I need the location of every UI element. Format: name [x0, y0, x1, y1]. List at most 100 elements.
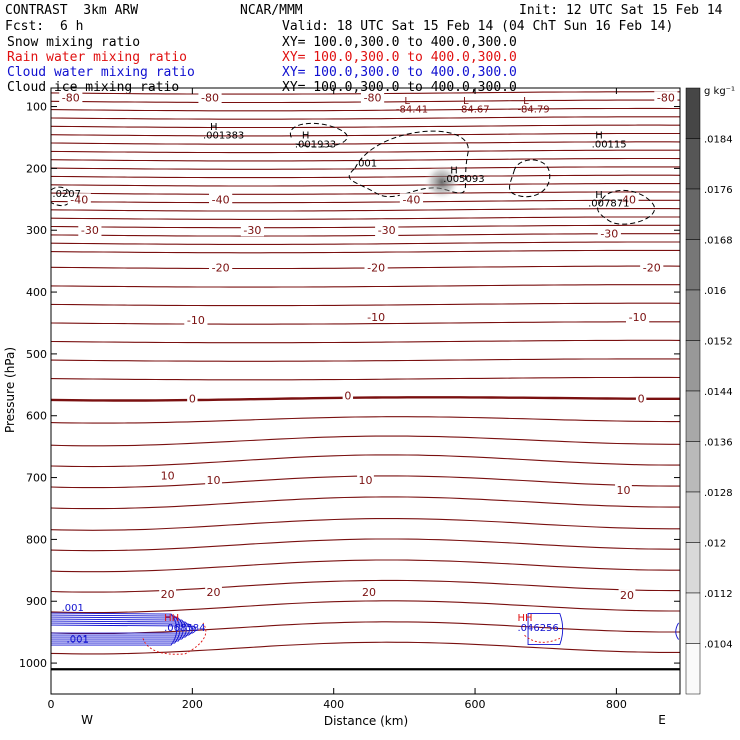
contour-label-bg	[205, 474, 222, 487]
contour-label: 10	[161, 470, 175, 483]
contour-label: -20	[643, 261, 661, 274]
colorbar: .0184 .0176 .0168 .016 .0152 .0144 .0136 .0128.…	[685, 87, 733, 695]
contour-label: 20	[620, 589, 634, 602]
isotherm-line	[50, 132, 680, 137]
contour-label: 20	[161, 588, 175, 601]
org-label: NCAR/MMM	[240, 3, 303, 18]
x-tick-label: 0	[48, 698, 55, 711]
contour-label: -30	[600, 227, 618, 240]
ice-mixing-contour	[348, 130, 469, 198]
contour-label-bg	[187, 392, 198, 405]
isotherm-line	[50, 124, 680, 129]
contour-label-bg	[184, 313, 208, 326]
extremum-label: H	[450, 165, 458, 176]
isotherm-line	[50, 621, 680, 635]
extremum-label: .007871	[588, 199, 629, 210]
isotherm-line	[50, 157, 681, 162]
contour-label: -80	[364, 91, 382, 104]
extremum-label: .001933	[295, 139, 336, 150]
forecast-label: Fcst:	[5, 19, 45, 34]
colorbar-swatch	[685, 491, 701, 543]
extremum-label: L	[523, 96, 529, 107]
contour-label-bg	[615, 483, 632, 496]
colorbar-label: .0136	[704, 438, 733, 449]
extremum-label: .001	[67, 635, 89, 646]
contour-label: 0	[189, 392, 196, 405]
contour-label-bg	[635, 392, 647, 405]
isotherm-line	[50, 224, 680, 229]
isotherm-line	[50, 435, 680, 447]
isotherm-line	[50, 191, 681, 195]
cloud-water-contour	[50, 614, 181, 644]
colorbar-swatch	[685, 340, 701, 392]
contour-label-bg	[59, 91, 83, 104]
y-tick-label: 300	[26, 224, 47, 237]
contour-label-bg	[342, 389, 354, 402]
x-tick-label: 200	[182, 698, 203, 711]
isotherm-line	[50, 600, 680, 614]
contour-label: -80	[201, 91, 219, 104]
isotherm-line	[50, 518, 680, 531]
extremum-label: H	[210, 122, 218, 133]
cloud-water-contour	[50, 612, 178, 646]
isotherm-line	[50, 233, 680, 237]
contour-label-bg	[198, 91, 222, 104]
cloud-water-contour	[50, 616, 184, 642]
x-tick-label: 600	[465, 698, 486, 711]
colorbar-unit: g kg⁻¹	[704, 86, 735, 97]
y-tick-label: 600	[26, 410, 47, 423]
isotherm-line	[50, 166, 680, 170]
extremum-label: H	[595, 190, 603, 201]
colorbar-label: .0144	[704, 387, 733, 398]
extremum-label: L	[404, 96, 410, 107]
contour-label-bg	[615, 193, 639, 206]
contour-label-bg	[399, 193, 424, 206]
contour-label: 10	[207, 474, 221, 487]
contour-label: -10	[629, 311, 647, 324]
contour-label: -40	[402, 193, 420, 206]
extremum-label: .00115	[592, 139, 627, 150]
contour-labels: -80 -80 -80 -80 -40 -40 -40 -40 -30 -30 -30 -30 -20 -…	[59, 91, 678, 602]
isotherm-line	[50, 149, 680, 154]
contour-label-bg	[625, 310, 650, 323]
isotherm-line	[50, 416, 680, 424]
isotherm-line	[50, 454, 680, 468]
contour-label: -30	[81, 224, 99, 237]
extremum-label: -84.67	[457, 105, 489, 116]
field-label-rain: Rain water mixing ratio	[7, 50, 188, 65]
isotherm-line	[50, 216, 680, 220]
colorbar-label: .012	[704, 539, 726, 550]
x-end-label-east: E	[658, 713, 666, 727]
contour-label-bg	[209, 193, 233, 206]
contour-label: 10	[359, 474, 373, 487]
contour-label: -40	[618, 193, 636, 206]
isotherm-line	[50, 376, 681, 381]
contour-label-bg	[159, 469, 177, 482]
field-label-cloud-water: Cloud water mixing ratio	[7, 65, 195, 80]
contour-label: -80	[62, 91, 80, 104]
contour-label: -40	[212, 193, 230, 206]
y-tick-label: 200	[26, 162, 47, 175]
colorbar-swatch	[685, 87, 701, 139]
rain-water-contour	[142, 622, 207, 655]
contour-label-bg	[597, 227, 621, 240]
contour-label: 20	[207, 586, 221, 599]
isotherm-line	[50, 321, 680, 325]
cloud-water-contour	[675, 622, 679, 640]
isotherm-line	[50, 302, 681, 307]
extremum-label: H	[302, 131, 310, 142]
cloud-water-contour	[527, 613, 564, 645]
field-label-snow: Snow mixing ratio	[7, 35, 141, 50]
x-axis-label: Distance (km)	[324, 714, 408, 728]
mixing-ratio-contours	[50, 122, 679, 655]
contour-label-bg	[205, 585, 222, 598]
colorbar-swatch	[685, 239, 701, 291]
isotherm-line	[50, 199, 680, 204]
colorbar-swatch	[685, 289, 701, 341]
colorbar-label: .0176	[704, 185, 733, 196]
extremum-label: -84.79	[517, 105, 549, 116]
colorbar-label: .016	[704, 286, 726, 297]
contour-label-bg	[654, 91, 678, 104]
extremum-label: H	[595, 131, 603, 142]
ice-mixing-contour	[597, 189, 655, 225]
